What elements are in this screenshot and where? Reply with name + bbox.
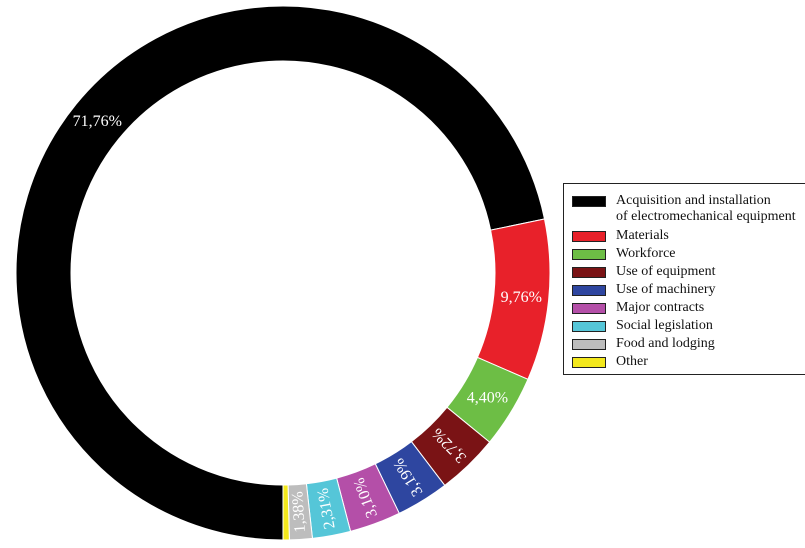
legend-label-line: Use of machinery <box>616 282 716 297</box>
legend-swatch <box>572 231 606 242</box>
legend-label-line: Use of equipment <box>616 264 716 279</box>
legend-label-line: Materials <box>616 228 669 243</box>
legend-label: Materials <box>616 228 669 244</box>
slice-acquisition-and-installation-of-electromechanical-equipment <box>15 5 546 541</box>
legend-item: Acquisition and installation of electrome… <box>572 193 796 225</box>
legend-swatch <box>572 357 606 368</box>
legend-item: Workforce <box>572 246 676 262</box>
legend-swatch <box>572 249 606 260</box>
chart-legend: Acquisition and installation of electrome… <box>563 183 805 375</box>
slice-other <box>282 484 290 541</box>
legend-item: Major contracts <box>572 300 704 316</box>
legend-swatch <box>572 303 606 314</box>
legend-swatch <box>572 321 606 332</box>
legend-label-line: Other <box>616 354 648 369</box>
legend-item: Materials <box>572 228 669 244</box>
slice-value-label: 71,76% <box>73 113 122 130</box>
legend-item: Other <box>572 354 648 370</box>
slice-value-labels: 71,76%9,76%4,40%3,72%3,19%3,10%2,31%1,38… <box>73 113 542 533</box>
legend-label: Workforce <box>616 246 676 262</box>
legend-label-line: Major contracts <box>616 300 705 315</box>
legend-label-line: of electromechanical equipment <box>616 209 796 224</box>
legend-swatch <box>572 196 606 207</box>
legend-item: Use of equipment <box>572 264 716 280</box>
slice-value-label: 4,40% <box>467 389 508 406</box>
legend-label-line: Acquisition and installation <box>616 193 771 208</box>
legend-swatch <box>572 267 606 278</box>
legend-swatch <box>572 339 606 350</box>
legend-item: Use of machinery <box>572 282 716 298</box>
legend-item: Food and lodging <box>572 336 715 352</box>
slice-value-label: 1,38% <box>289 491 309 533</box>
legend-item: Social legislation <box>572 318 713 334</box>
legend-label: Use of equipment <box>616 264 716 280</box>
legend-label: Acquisition and installation of electrome… <box>616 193 796 225</box>
legend-label: Major contracts <box>616 300 704 316</box>
legend-label: Food and lodging <box>616 336 715 352</box>
legend-label-line: Social legislation <box>616 318 713 333</box>
slice-value-label: 9,76% <box>501 289 542 306</box>
legend-label-line: Workforce <box>616 246 676 261</box>
legend-label: Social legislation <box>616 318 713 334</box>
legend-label: Use of machinery <box>616 282 716 298</box>
legend-label-line: Food and lodging <box>616 336 715 351</box>
donut-slices <box>15 5 551 541</box>
legend-label: Other <box>616 354 648 370</box>
legend-swatch <box>572 285 606 296</box>
